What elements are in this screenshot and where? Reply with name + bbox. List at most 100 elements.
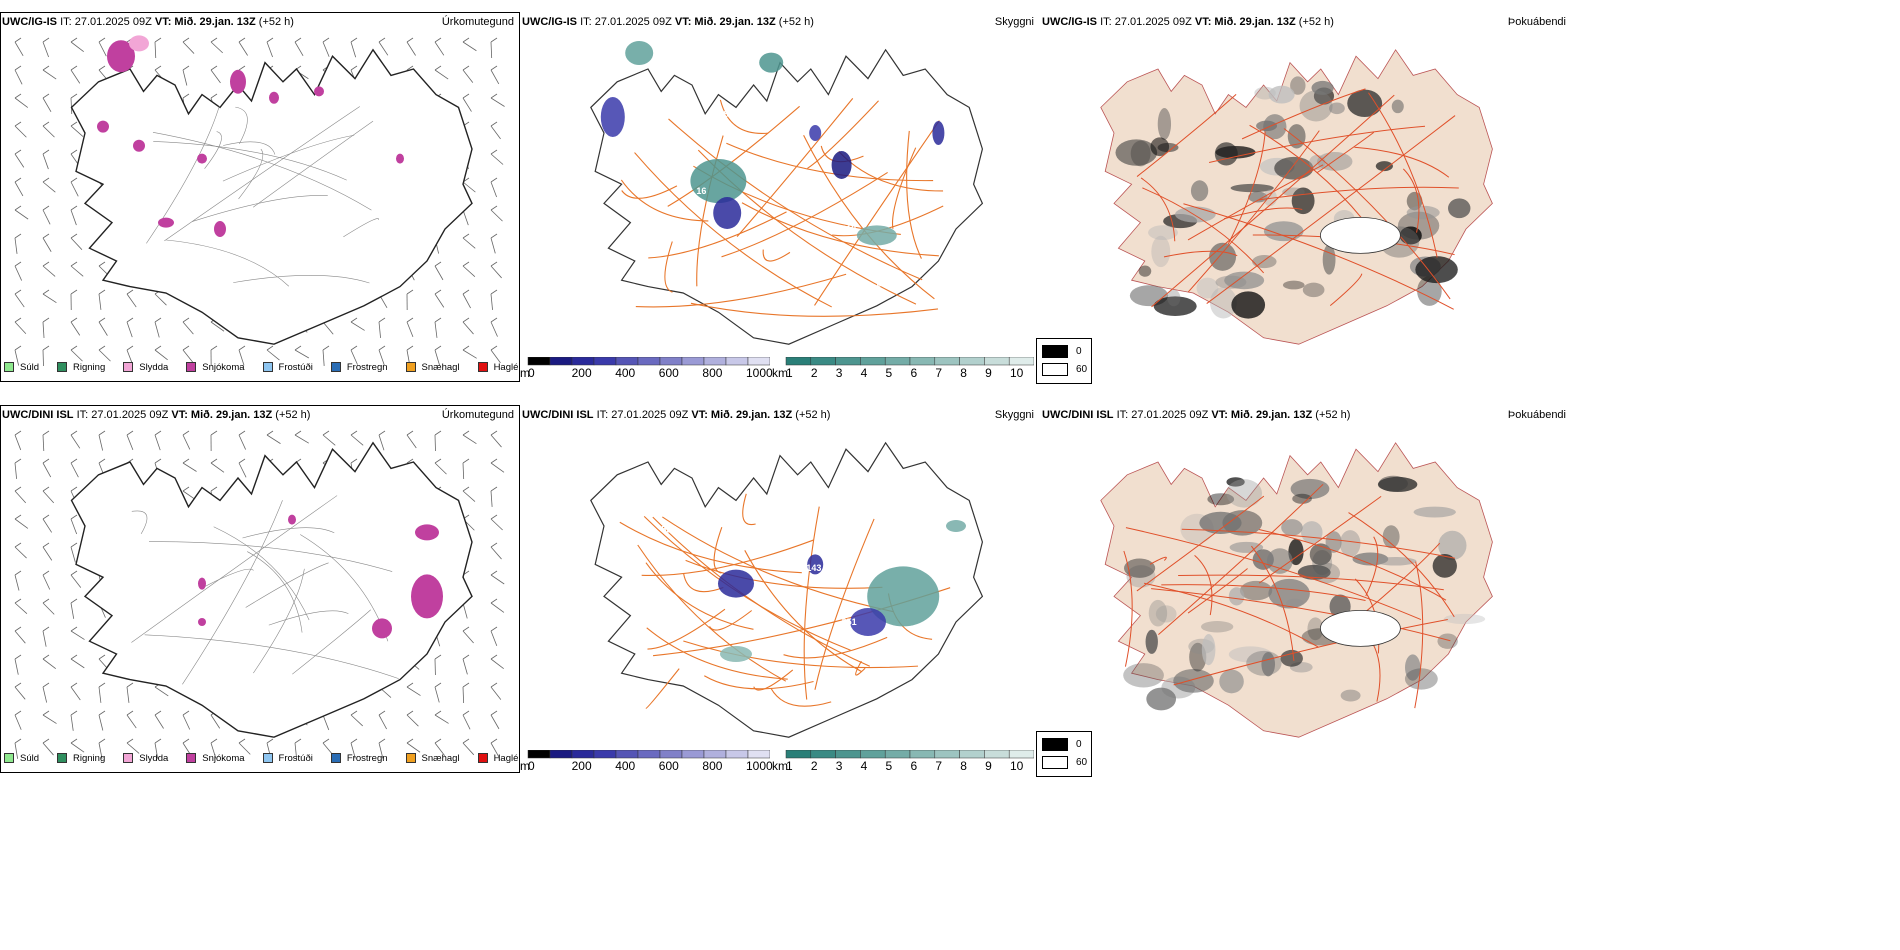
roads-and-rivers <box>146 106 379 287</box>
precip-type-map <box>14 35 505 367</box>
legend-swatch <box>262 362 273 372</box>
colorbar-tick-label: 8 <box>960 759 967 773</box>
cloudbase-value-label: 118 <box>714 109 729 119</box>
legend-swatch <box>477 753 488 763</box>
legend-label: Snæhagl <box>421 361 460 373</box>
panel-header: UWC/IG-IS IT: 27.01.2025 09Z VT: Mið. 29… <box>1042 16 1334 28</box>
cloudbase-value-label: 46 <box>644 208 654 218</box>
glacier-area <box>1319 216 1401 254</box>
low-visibility-area <box>720 646 752 662</box>
legend-label: Rigning <box>73 361 106 373</box>
cloudbase-value-label: 126 <box>644 601 659 611</box>
model-name: UWC/DINI ISL <box>1042 409 1114 421</box>
valid-time: Mið. 29.jan. 13Z <box>174 16 256 28</box>
legend-swatch <box>186 362 197 372</box>
valid-time: Mið. 29.jan. 13Z <box>710 409 793 421</box>
cloudbase-colorbar: m 0 200 400 600 800 1000 <box>520 750 773 774</box>
legend-swatch <box>123 362 134 372</box>
snowfall-area <box>129 35 149 52</box>
precip-type-map <box>14 430 505 759</box>
visibility-cloudbase-map: 576 123 46 43 103 146 97 118 16 228 118 88 <box>590 41 984 345</box>
legend-item: Haglél <box>477 753 521 764</box>
cloudbase-value-label: 258 <box>824 486 839 496</box>
cloudbase-value-label: 88 <box>877 279 887 289</box>
low-cloudbase-area <box>831 151 852 179</box>
colorbar-tick-label: 1 <box>786 759 793 773</box>
cloudbase-value-label: 103 <box>661 131 676 141</box>
colorbar-strip <box>785 750 1034 759</box>
road-network <box>620 98 944 317</box>
fog-index-field <box>1115 76 1471 319</box>
legend-item: Súld <box>4 362 39 373</box>
snowfall-area <box>288 514 296 525</box>
iceland-coastline <box>590 48 984 345</box>
valid-time: Mið. 29.jan. 13Z <box>1214 16 1296 28</box>
colorbar-tick-label: 400 <box>615 759 636 773</box>
cloudbase-value-label: 251 <box>842 617 857 627</box>
fog-legend-item: 60 <box>1042 363 1087 376</box>
snowfall-area <box>415 524 439 541</box>
valid-time: Mið. 29.jan. 13Z <box>1230 409 1313 421</box>
legend-label: Súld <box>20 752 40 764</box>
fog-index-legend: 0 60 <box>1036 731 1092 777</box>
legend-label: Snjókoma <box>202 361 245 373</box>
low-visibility-area <box>690 159 747 203</box>
panel-header: UWC/IG-IS IT: 27.01.2025 09Z VT: Mið. 29… <box>2 16 294 28</box>
fog-legend-label: 0 <box>1076 346 1082 357</box>
colorbar-strip <box>785 357 1034 366</box>
visibility-panel-row2: 122 149 126 143 555 258 81 251 UWC/DINI ISL IT:… <box>520 405 1040 775</box>
low-cloudbase-area <box>600 97 625 137</box>
colorbar-tick-label: 6 <box>910 759 918 773</box>
lead-time: (+52 h) <box>258 16 294 28</box>
fog-index-panel-row2: UWC/DINI ISL IT: 27.01.2025 09Z VT: Mið.… <box>1040 405 1570 775</box>
snowfall-area <box>411 574 443 619</box>
snowfall-area <box>230 69 246 94</box>
legend-label: Frostregn <box>346 752 388 764</box>
low-visibility-area <box>759 52 784 73</box>
cloudbase-value-label: 146 <box>824 93 839 103</box>
valid-label: VT: <box>154 16 172 28</box>
colorbar-tick-label: 10 <box>1010 759 1024 773</box>
colorbar-tick-label: 6 <box>910 366 918 380</box>
legend-item: Snæhagl <box>405 361 460 373</box>
cloudbase-value-label: 118 <box>842 224 857 234</box>
colorbar-tick-label: 800 <box>702 759 723 773</box>
valid-time: Mið. 29.jan. 13Z <box>190 409 273 421</box>
legend-item: Rigning <box>57 362 105 373</box>
legend-item: Rigning <box>57 753 105 764</box>
lead-time: (+52 h) <box>275 409 311 421</box>
fog-legend-swatch <box>1042 756 1068 769</box>
cloudbase-value-label: 16 <box>696 186 706 196</box>
valid-label: VT: <box>674 16 692 28</box>
snowfall-area <box>372 618 392 639</box>
legend-swatch <box>262 753 273 763</box>
issue-time: IT: 27.01.2025 09Z <box>1116 409 1209 421</box>
panel-title: Skyggni <box>994 16 1034 28</box>
legend-item: Snjókoma <box>186 361 245 373</box>
legend-label: Súld <box>20 361 40 373</box>
cloudbase-value-label: 143 <box>806 563 821 573</box>
snowfall-area <box>197 153 207 164</box>
colorbar-tick-label: 5 <box>885 366 893 380</box>
legend-item: Frostregn <box>330 752 388 764</box>
snowfall-area <box>133 139 145 152</box>
legend-item: Slydda <box>123 362 168 373</box>
fog-legend-swatch <box>1042 345 1068 358</box>
visibility-cloudbase-map: 122 149 126 143 555 258 81 251 <box>590 441 984 738</box>
road-network <box>1123 483 1455 709</box>
fog-legend-swatch <box>1042 363 1068 376</box>
fog-legend-swatch <box>1042 738 1068 751</box>
legend-label: Slydda <box>139 752 169 764</box>
snowfall-area <box>198 618 206 626</box>
legend-label: Rigning <box>73 752 106 764</box>
low-visibility-area <box>867 566 940 627</box>
low-visibility-area <box>856 225 897 246</box>
fog-index-map <box>1100 49 1493 345</box>
model-name: UWC/DINI ISL <box>2 409 74 421</box>
legend-item: Slydda <box>123 753 168 764</box>
colorbar-tick-label: 5 <box>885 759 893 773</box>
colorbar-tick-label: 0 <box>528 366 535 380</box>
legend-item: Súld <box>4 753 39 764</box>
visibility-panel-row1: 576 123 46 43 103 146 97 118 16 228 118 88 UWC/IG-I… <box>520 12 1040 382</box>
cloudbase-value-label: 122 <box>626 470 641 480</box>
